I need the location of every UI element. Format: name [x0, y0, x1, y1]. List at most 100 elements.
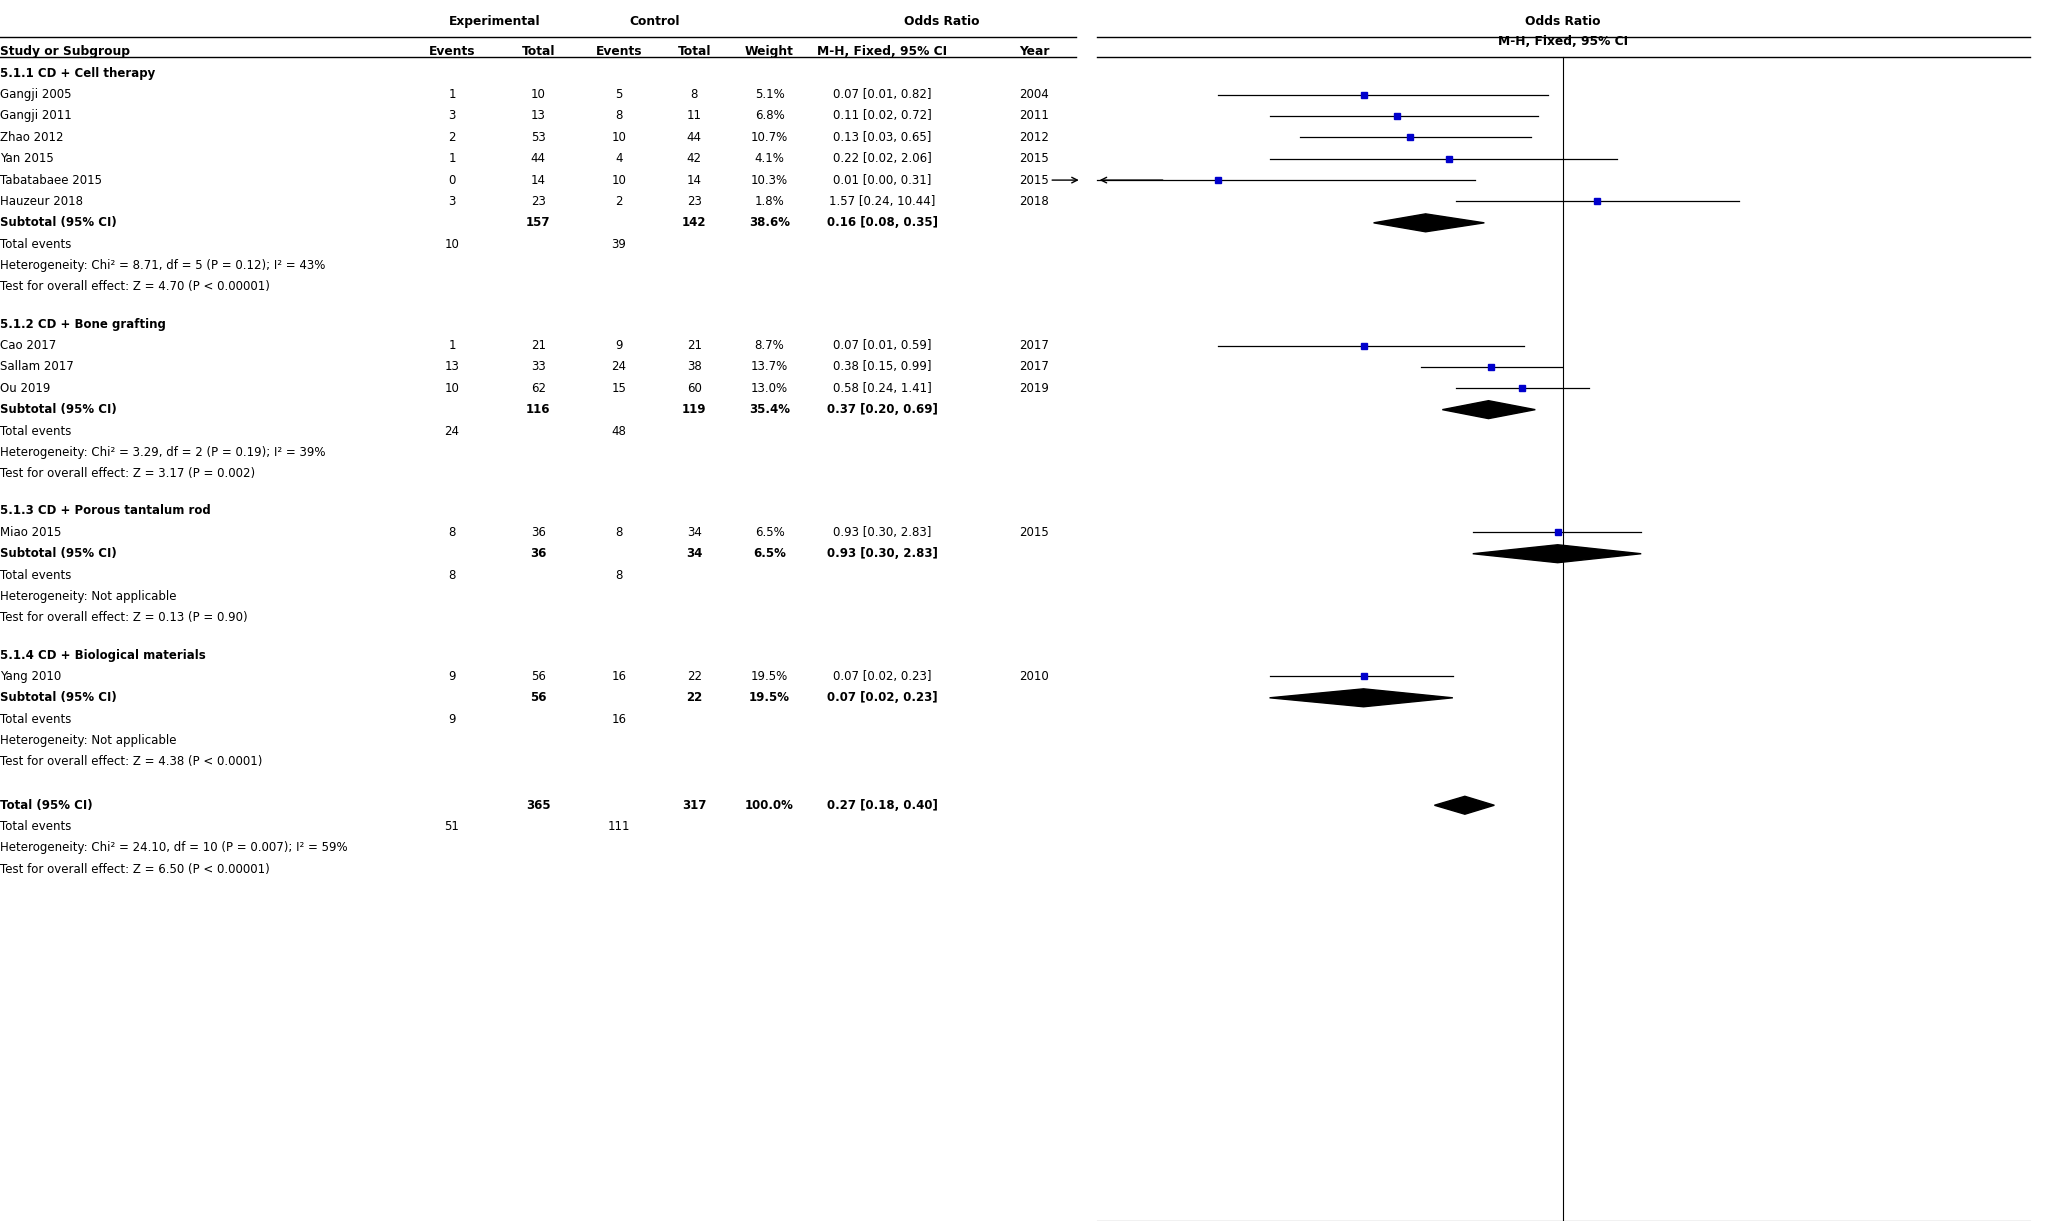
- Text: 19.5%: 19.5%: [750, 670, 787, 683]
- Text: 8: 8: [449, 569, 455, 581]
- Text: 34: 34: [687, 547, 703, 560]
- Text: Cao 2017: Cao 2017: [0, 339, 55, 352]
- Text: 2017: 2017: [1019, 360, 1050, 374]
- Text: 38.6%: 38.6%: [748, 216, 789, 230]
- Text: Total events: Total events: [0, 425, 72, 437]
- Text: 4: 4: [615, 153, 623, 165]
- Text: 10.3%: 10.3%: [750, 173, 787, 187]
- Text: Yang 2010: Yang 2010: [0, 670, 62, 683]
- Text: 0.93 [0.30, 2.83]: 0.93 [0.30, 2.83]: [834, 526, 931, 538]
- Text: 42: 42: [687, 153, 701, 165]
- Text: 51: 51: [445, 821, 459, 833]
- Text: 8: 8: [615, 110, 623, 122]
- Text: Subtotal (95% CI): Subtotal (95% CI): [0, 403, 117, 416]
- Text: 0.37 [0.20, 0.69]: 0.37 [0.20, 0.69]: [826, 403, 939, 416]
- Polygon shape: [1435, 796, 1494, 814]
- Text: M-H, Fixed, 95% CI: M-H, Fixed, 95% CI: [818, 45, 947, 57]
- Text: 0.07 [0.01, 0.59]: 0.07 [0.01, 0.59]: [832, 339, 933, 352]
- Text: Test for overall effect: Z = 4.70 (P < 0.00001): Test for overall effect: Z = 4.70 (P < 0…: [0, 281, 271, 293]
- Text: 23: 23: [531, 195, 545, 208]
- Text: Study or Subgroup: Study or Subgroup: [0, 45, 129, 57]
- Text: 2: 2: [449, 131, 455, 144]
- Text: 13.0%: 13.0%: [750, 382, 787, 394]
- Polygon shape: [1374, 214, 1484, 232]
- Text: 48: 48: [611, 425, 627, 437]
- Text: Tabatabaee 2015: Tabatabaee 2015: [0, 173, 102, 187]
- Text: 5.1.4 CD + Biological materials: 5.1.4 CD + Biological materials: [0, 648, 205, 662]
- Text: Gangji 2005: Gangji 2005: [0, 88, 72, 101]
- Text: 1.57 [0.24, 10.44]: 1.57 [0.24, 10.44]: [830, 195, 935, 208]
- Text: Test for overall effect: Z = 0.13 (P = 0.90): Test for overall effect: Z = 0.13 (P = 0…: [0, 612, 248, 624]
- Text: 100.0%: 100.0%: [744, 799, 793, 812]
- Text: 44: 44: [531, 153, 545, 165]
- Text: 0.27 [0.18, 0.40]: 0.27 [0.18, 0.40]: [826, 799, 939, 812]
- Text: 11: 11: [687, 110, 701, 122]
- Text: 14: 14: [531, 173, 545, 187]
- Text: Total: Total: [521, 45, 556, 57]
- Text: 0.13 [0.03, 0.65]: 0.13 [0.03, 0.65]: [834, 131, 931, 144]
- Text: 8: 8: [691, 88, 697, 101]
- Text: 365: 365: [525, 799, 551, 812]
- Text: 19.5%: 19.5%: [748, 691, 789, 705]
- Text: Events: Events: [597, 45, 642, 57]
- Text: 4.1%: 4.1%: [754, 153, 785, 165]
- Text: 116: 116: [527, 403, 549, 416]
- Text: 24: 24: [611, 360, 627, 374]
- Text: 44: 44: [687, 131, 701, 144]
- Text: Sallam 2017: Sallam 2017: [0, 360, 74, 374]
- Text: 56: 56: [531, 670, 545, 683]
- Text: Total events: Total events: [0, 238, 72, 250]
- Text: 13: 13: [445, 360, 459, 374]
- Text: 0.07 [0.02, 0.23]: 0.07 [0.02, 0.23]: [828, 691, 937, 705]
- Text: 21: 21: [687, 339, 701, 352]
- Text: Heterogeneity: Not applicable: Heterogeneity: Not applicable: [0, 734, 176, 747]
- Text: Test for overall effect: Z = 4.38 (P < 0.0001): Test for overall effect: Z = 4.38 (P < 0…: [0, 756, 262, 768]
- Text: 16: 16: [611, 713, 627, 725]
- Text: 10: 10: [445, 238, 459, 250]
- Text: Zhao 2012: Zhao 2012: [0, 131, 64, 144]
- Text: 0.01 [0.00, 0.31]: 0.01 [0.00, 0.31]: [834, 173, 931, 187]
- Text: 33: 33: [531, 360, 545, 374]
- Text: Weight: Weight: [744, 45, 793, 57]
- Text: 8: 8: [615, 526, 623, 538]
- Text: 14: 14: [687, 173, 701, 187]
- Text: Heterogeneity: Not applicable: Heterogeneity: Not applicable: [0, 590, 176, 603]
- Text: Total events: Total events: [0, 821, 72, 833]
- Text: M-H, Fixed, 95% CI: M-H, Fixed, 95% CI: [1499, 35, 1628, 48]
- Text: 3: 3: [449, 195, 455, 208]
- Text: 2012: 2012: [1019, 131, 1050, 144]
- Text: Odds Ratio: Odds Ratio: [904, 16, 980, 28]
- Text: 0.38 [0.15, 0.99]: 0.38 [0.15, 0.99]: [832, 360, 933, 374]
- Text: Experimental: Experimental: [449, 16, 541, 28]
- Text: 5.1%: 5.1%: [754, 88, 785, 101]
- Text: Heterogeneity: Chi² = 24.10, df = 10 (P = 0.007); I² = 59%: Heterogeneity: Chi² = 24.10, df = 10 (P …: [0, 841, 348, 855]
- Text: Events: Events: [428, 45, 476, 57]
- Text: 0.07 [0.01, 0.82]: 0.07 [0.01, 0.82]: [832, 88, 933, 101]
- Text: 0.16 [0.08, 0.35]: 0.16 [0.08, 0.35]: [826, 216, 939, 230]
- Text: 1: 1: [449, 88, 455, 101]
- Text: 2017: 2017: [1019, 339, 1050, 352]
- Text: 0.07 [0.02, 0.23]: 0.07 [0.02, 0.23]: [832, 670, 933, 683]
- Text: 39: 39: [611, 238, 627, 250]
- Text: Subtotal (95% CI): Subtotal (95% CI): [0, 691, 117, 705]
- Text: 9: 9: [615, 339, 623, 352]
- Text: 6.8%: 6.8%: [754, 110, 785, 122]
- Text: 10: 10: [611, 173, 627, 187]
- Text: 119: 119: [683, 403, 707, 416]
- Text: Year: Year: [1019, 45, 1050, 57]
- Text: 10: 10: [611, 131, 627, 144]
- Text: 6.5%: 6.5%: [754, 526, 785, 538]
- Text: 1: 1: [449, 339, 455, 352]
- Text: Total events: Total events: [0, 713, 72, 725]
- Text: 5.1.3 CD + Porous tantalum rod: 5.1.3 CD + Porous tantalum rod: [0, 504, 211, 518]
- Text: 1.8%: 1.8%: [754, 195, 785, 208]
- Text: 15: 15: [611, 382, 627, 394]
- Text: Test for overall effect: Z = 6.50 (P < 0.00001): Test for overall effect: Z = 6.50 (P < 0…: [0, 863, 271, 875]
- Text: 6.5%: 6.5%: [752, 547, 785, 560]
- Text: 2010: 2010: [1019, 670, 1050, 683]
- Text: 1: 1: [449, 153, 455, 165]
- Text: 0.22 [0.02, 2.06]: 0.22 [0.02, 2.06]: [832, 153, 933, 165]
- Text: 9: 9: [449, 670, 455, 683]
- Text: Total events: Total events: [0, 569, 72, 581]
- Text: Odds Ratio: Odds Ratio: [1525, 16, 1601, 28]
